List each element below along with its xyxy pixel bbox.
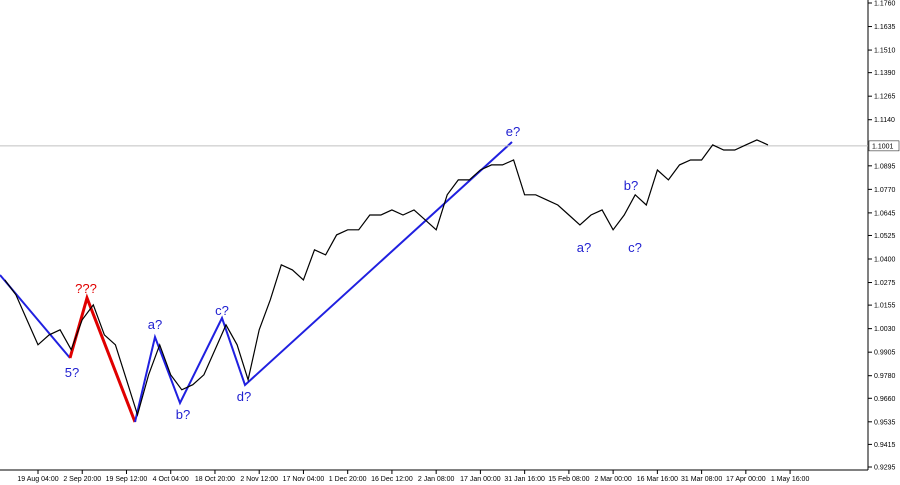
wave-label: e? bbox=[506, 124, 520, 139]
x-tick-label: 19 Aug 04:00 bbox=[17, 476, 58, 483]
y-tick-label: 0.9660 bbox=[874, 396, 896, 403]
y-tick-label: 0.9780 bbox=[874, 373, 896, 380]
x-tick-label: 1 Dec 20:00 bbox=[329, 476, 367, 483]
y-tick-label: 1.0770 bbox=[874, 187, 896, 194]
x-tick-label: 2 Sep 20:00 bbox=[63, 476, 101, 483]
y-tick-label: 1.0400 bbox=[874, 256, 896, 263]
wave-label: d? bbox=[237, 389, 251, 404]
current-price-box bbox=[868, 140, 900, 152]
x-tick-label: 16 Dec 12:00 bbox=[371, 476, 413, 483]
x-tick-label: 31 Jan 16:00 bbox=[504, 476, 545, 483]
x-tick-label: 1 May 16:00 bbox=[771, 476, 810, 483]
x-tick-label: 2 Mar 00:00 bbox=[594, 476, 631, 483]
x-tick-label: 17 Jan 00:00 bbox=[460, 476, 501, 483]
x-tick-label: 17 Apr 00:00 bbox=[726, 476, 766, 483]
wave-line bbox=[134, 141, 513, 423]
x-tick-label: 16 Mar 16:00 bbox=[637, 476, 678, 483]
wave-label: b? bbox=[176, 407, 190, 422]
y-tick-label: 1.0525 bbox=[874, 233, 896, 240]
x-tick-label: 17 Nov 04:00 bbox=[283, 476, 325, 483]
wave-label: ??? bbox=[75, 281, 97, 296]
y-tick-label: 1.0030 bbox=[874, 326, 896, 333]
wave-label: c? bbox=[215, 303, 229, 318]
y-tick-label: 1.0155 bbox=[874, 303, 896, 310]
x-tick-label: 18 Oct 20:00 bbox=[195, 476, 235, 483]
y-tick-label: 1.0895 bbox=[874, 163, 896, 170]
y-tick-label: 1.1510 bbox=[874, 48, 896, 55]
wave-label: a? bbox=[577, 240, 591, 255]
y-tick-label: 1.1390 bbox=[874, 70, 896, 77]
x-tick-label: 15 Feb 08:00 bbox=[548, 476, 589, 483]
wave-label: b? bbox=[624, 178, 638, 193]
y-tick-label: 1.0275 bbox=[874, 280, 896, 287]
x-tick-label: 4 Oct 04:00 bbox=[153, 476, 189, 483]
price-line bbox=[4, 139, 769, 417]
x-tick-label: 19 Sep 12:00 bbox=[106, 476, 148, 483]
y-tick-label: 1.1635 bbox=[874, 24, 896, 31]
y-tick-label: 0.9905 bbox=[874, 350, 896, 357]
y-tick-label: 1.0645 bbox=[874, 210, 896, 217]
y-tick-label: 1.1265 bbox=[874, 94, 896, 101]
x-tick-label: 2 Nov 12:00 bbox=[240, 476, 278, 483]
y-tick-label: 0.9535 bbox=[874, 419, 896, 426]
wave-label: 5? bbox=[65, 365, 79, 380]
y-tick-label: 1.1140 bbox=[874, 117, 895, 124]
x-tick-label: 2 Jan 08:00 bbox=[418, 476, 455, 483]
y-tick-label: 0.9295 bbox=[874, 464, 896, 471]
y-tick-label: 1.1760 bbox=[874, 1, 896, 8]
current-price-label: 1.1001 bbox=[872, 143, 894, 150]
wave-label: c? bbox=[628, 240, 642, 255]
wave-label: a? bbox=[148, 317, 162, 332]
x-tick-label: 31 Mar 08:00 bbox=[681, 476, 722, 483]
y-tick-label: 0.9415 bbox=[874, 442, 896, 449]
